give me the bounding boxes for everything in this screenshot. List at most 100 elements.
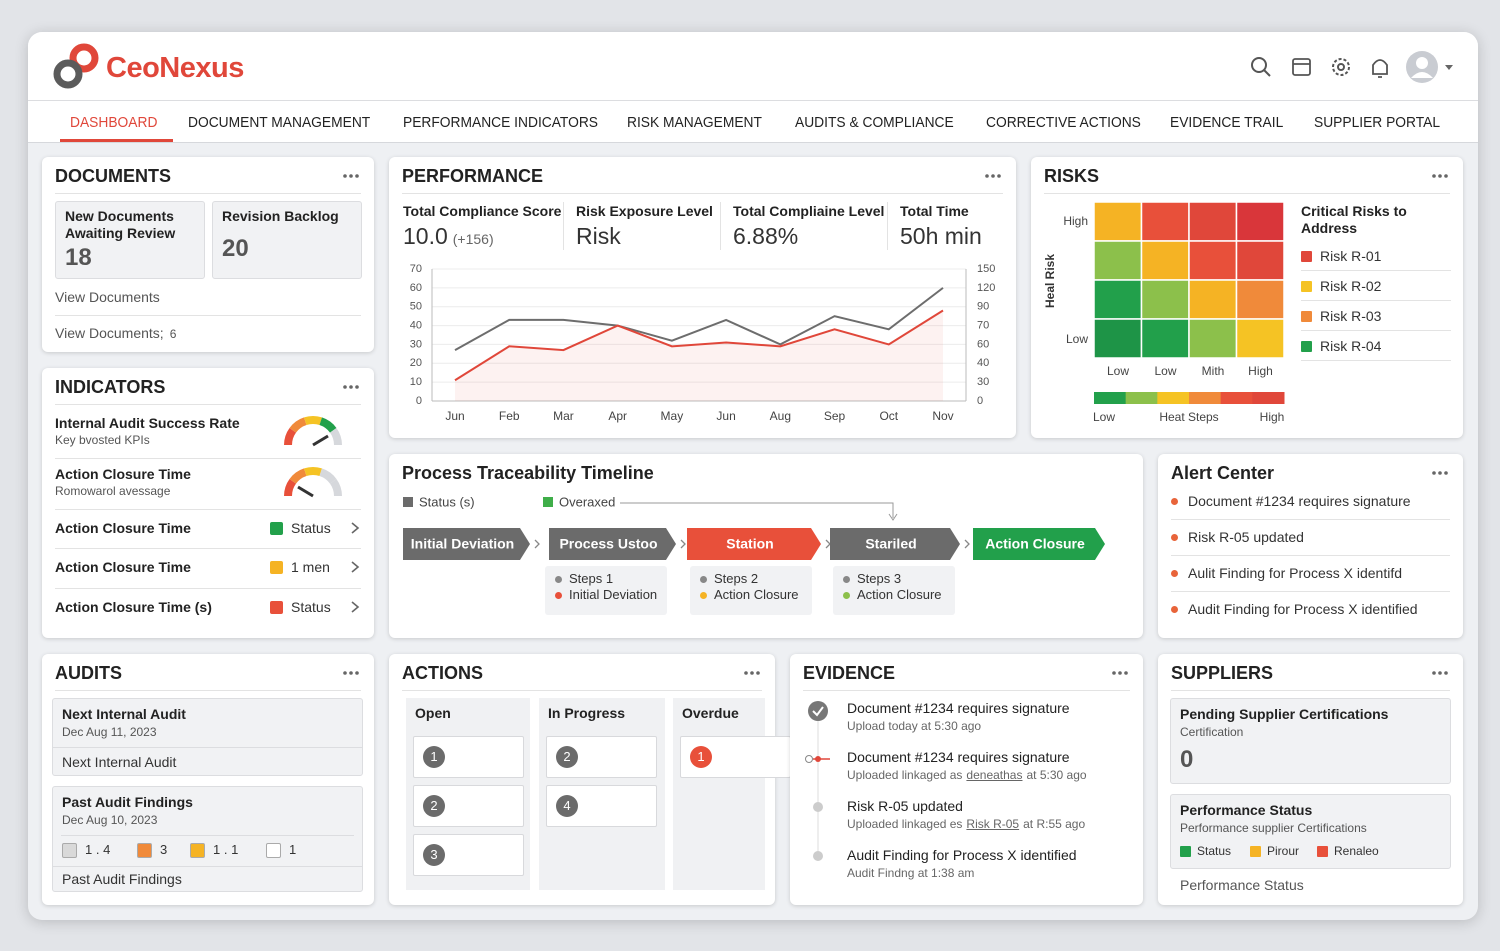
action-card[interactable]: 2: [413, 785, 524, 827]
doc-card-value: 20: [222, 235, 249, 262]
evidence-title[interactable]: Document #1234 requires signature: [847, 700, 1070, 716]
evidence-title[interactable]: Audit Finding for Process X identified: [847, 847, 1077, 863]
status-swatch: [270, 601, 283, 614]
more-menu[interactable]: [342, 384, 360, 390]
nav-item[interactable]: RISK MANAGEMENT: [627, 114, 762, 131]
supplier-card-subtitle: Performance supplier Certifications: [1180, 821, 1367, 835]
evidence-title[interactable]: Document #1234 requires signature: [847, 749, 1070, 765]
divider: [53, 866, 362, 867]
audit-card: Next Internal Audit Dec Aug 11, 2023 Next …: [52, 698, 363, 776]
alert-text[interactable]: Audit Finding for Process X identified: [1188, 601, 1418, 617]
divider: [53, 747, 362, 748]
status-label: Status: [291, 599, 331, 615]
nav-item[interactable]: CORRECTIVE ACTIONS: [986, 114, 1141, 131]
detail-text: Audit Findng at 1:38 am: [847, 866, 975, 880]
view-documents-link[interactable]: View Documents: [55, 289, 160, 305]
notifications-icon[interactable]: [1372, 59, 1388, 78]
heatmap-cell: [1235, 318, 1285, 359]
chevron[interactable]: [350, 521, 360, 535]
risk-label[interactable]: Risk R-04: [1320, 338, 1382, 354]
x-category-label: Low: [1107, 364, 1129, 378]
detail-link[interactable]: deneathas: [966, 768, 1023, 782]
timeline-step[interactable]: [403, 528, 530, 560]
divider: [55, 548, 361, 549]
scale-segment: [1125, 392, 1158, 404]
nav-item[interactable]: PERFORMANCE INDICATORS: [403, 114, 599, 131]
alert-text[interactable]: Aulit Finding for Process X identifd: [1188, 565, 1402, 581]
view-documents-row[interactable]: View Documents; 6: [55, 325, 176, 341]
audit-card-title: Next Internal Audit: [62, 706, 186, 722]
more-menu[interactable]: [342, 173, 360, 179]
action-card[interactable]: 1: [680, 736, 791, 778]
more-menu[interactable]: [1431, 470, 1449, 476]
more-menu[interactable]: [1111, 670, 1129, 676]
x-tick-label: Feb: [499, 409, 520, 423]
more-menu[interactable]: [1431, 173, 1449, 179]
nav-active-underline: [60, 139, 173, 142]
actions-panel: ACTIONS Open 1 2 3 In Progress 2 4 Overdue 1: [389, 654, 791, 905]
alert-text[interactable]: Document #1234 requires signature: [1188, 493, 1411, 509]
risk-label[interactable]: Risk R-03: [1320, 308, 1382, 324]
risk-label[interactable]: Risk R-01: [1320, 248, 1382, 264]
divider: [61, 835, 354, 836]
scale-segment: [1189, 392, 1222, 404]
divider: [55, 509, 361, 510]
nav-item[interactable]: EVIDENCE TRAIL: [1170, 114, 1284, 131]
user-menu[interactable]: [1406, 51, 1453, 83]
risk-label[interactable]: Risk R-02: [1320, 278, 1382, 294]
divider: [1301, 300, 1451, 301]
menu-dot: [349, 671, 353, 675]
x-category-label: High: [1248, 364, 1273, 378]
action-card[interactable]: 3: [413, 834, 524, 876]
chevron-line: [351, 522, 360, 534]
supplier-card-value: 0: [1180, 746, 1194, 773]
panel-title: AUDITS: [55, 663, 122, 683]
y2-tick-label: 70: [977, 319, 989, 331]
timeline-step[interactable]: [830, 528, 960, 560]
heatmap-cell: [1188, 279, 1238, 320]
timeline-card: Steps 2 Action Closure: [690, 566, 812, 615]
timeline-step[interactable]: [549, 528, 676, 560]
chevron[interactable]: [350, 560, 360, 574]
nav-item[interactable]: DOCUMENT MANAGEMENT: [188, 114, 371, 131]
calendar-icon[interactable]: [1292, 58, 1311, 76]
more-menu[interactable]: [984, 173, 1002, 179]
heatmap-cell: [1235, 201, 1285, 242]
gauge-segment: [329, 478, 342, 497]
alert-text[interactable]: Risk R-05 updated: [1188, 529, 1304, 545]
menu-dot: [1438, 671, 1442, 675]
action-card[interactable]: 2: [546, 736, 657, 778]
audit-card-footer[interactable]: Next Internal Audit: [62, 754, 177, 770]
finding-count: 1 . 1: [213, 842, 239, 857]
nav-item[interactable]: DASHBOARD: [70, 114, 158, 131]
action-card[interactable]: 1: [413, 736, 524, 778]
supplier-footer[interactable]: Performance Status: [1180, 877, 1304, 893]
action-badge: 4: [556, 795, 578, 817]
heatmap-cell: [1235, 279, 1285, 320]
more-menu[interactable]: [1431, 670, 1449, 676]
timeline-step[interactable]: [973, 528, 1105, 560]
heatmap-cell: [1093, 201, 1143, 242]
legend-label: Pirour: [1267, 844, 1300, 858]
search-icon[interactable]: [1251, 57, 1271, 77]
settings-icon[interactable]: [1332, 58, 1350, 76]
finding-swatch: [266, 843, 281, 858]
detail-text: at 5:30 ago: [1026, 768, 1087, 782]
detail-link[interactable]: Risk R-05: [966, 817, 1020, 831]
doc-card-value: 18: [65, 244, 92, 271]
nav-item[interactable]: AUDITS & COMPLIANCE: [795, 114, 954, 131]
link-count: 6: [169, 327, 177, 341]
chevron[interactable]: [350, 600, 360, 614]
audit-card-footer[interactable]: Past Audit Findings: [62, 871, 182, 887]
nav-item[interactable]: SUPPLIER PORTAL: [1314, 114, 1441, 131]
more-menu[interactable]: [342, 670, 360, 676]
timeline-step[interactable]: [687, 528, 821, 560]
more-menu[interactable]: [743, 670, 761, 676]
legend-swatch: [1180, 846, 1191, 857]
evidence-title[interactable]: Risk R-05 updated: [847, 798, 963, 814]
y-tick-label: 70: [410, 263, 422, 275]
card-item: Steps 2: [714, 571, 759, 586]
action-card[interactable]: 4: [546, 785, 657, 827]
title-rule: [55, 404, 361, 405]
documents-panel: DOCUMENTS New Documents Awaiting Review 18…: [42, 157, 374, 352]
